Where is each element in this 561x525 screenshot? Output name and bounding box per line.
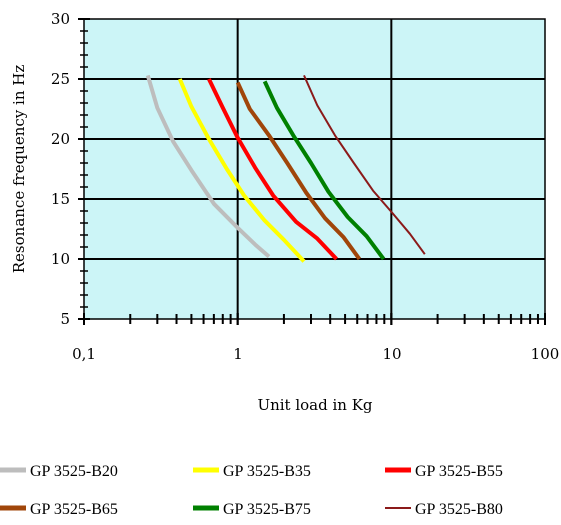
grid-lines [84,19,545,319]
series-line [207,78,338,261]
series-lines [145,74,426,263]
series-line [235,81,362,261]
legend-label: GP 3525-B80 [415,501,503,518]
y-tick-label: 10 [51,250,70,268]
series-line [303,74,426,255]
y-tick-labels: 5 10 15 20 25 30 [51,10,70,328]
x-tick-label: 10 [382,345,401,363]
y-tick-label: 25 [51,70,70,88]
legend-label: GP 3525-B65 [30,501,118,518]
x-tick-label: 0,1 [72,345,96,363]
series-line [177,78,306,263]
y-tick-label: 5 [60,310,70,328]
axes [78,18,546,325]
legend-label: GP 3525-B75 [223,501,311,518]
y-axis-title: Resonance frequency in Hz [10,65,28,274]
x-tick-label: 100 [531,345,560,363]
x-tick-labels: 0,1 1 10 100 [72,345,559,363]
y-tick-label: 20 [51,130,70,148]
y-tick-label: 30 [51,10,70,28]
legend-label: GP 3525-B20 [30,463,118,480]
plot-frame [83,18,546,320]
x-tick-label: 1 [233,345,243,363]
legend-label: GP 3525-B55 [415,463,503,480]
series-line [145,74,271,259]
legend: GP 3525-B20 GP 3525-B35 GP 3525-B55 GP 3525… [0,463,503,518]
series-line [262,80,386,261]
legend-label: GP 3525-B35 [223,463,311,480]
y-tick-label: 15 [51,190,70,208]
x-axis-title: Unit load in Kg [257,396,372,414]
